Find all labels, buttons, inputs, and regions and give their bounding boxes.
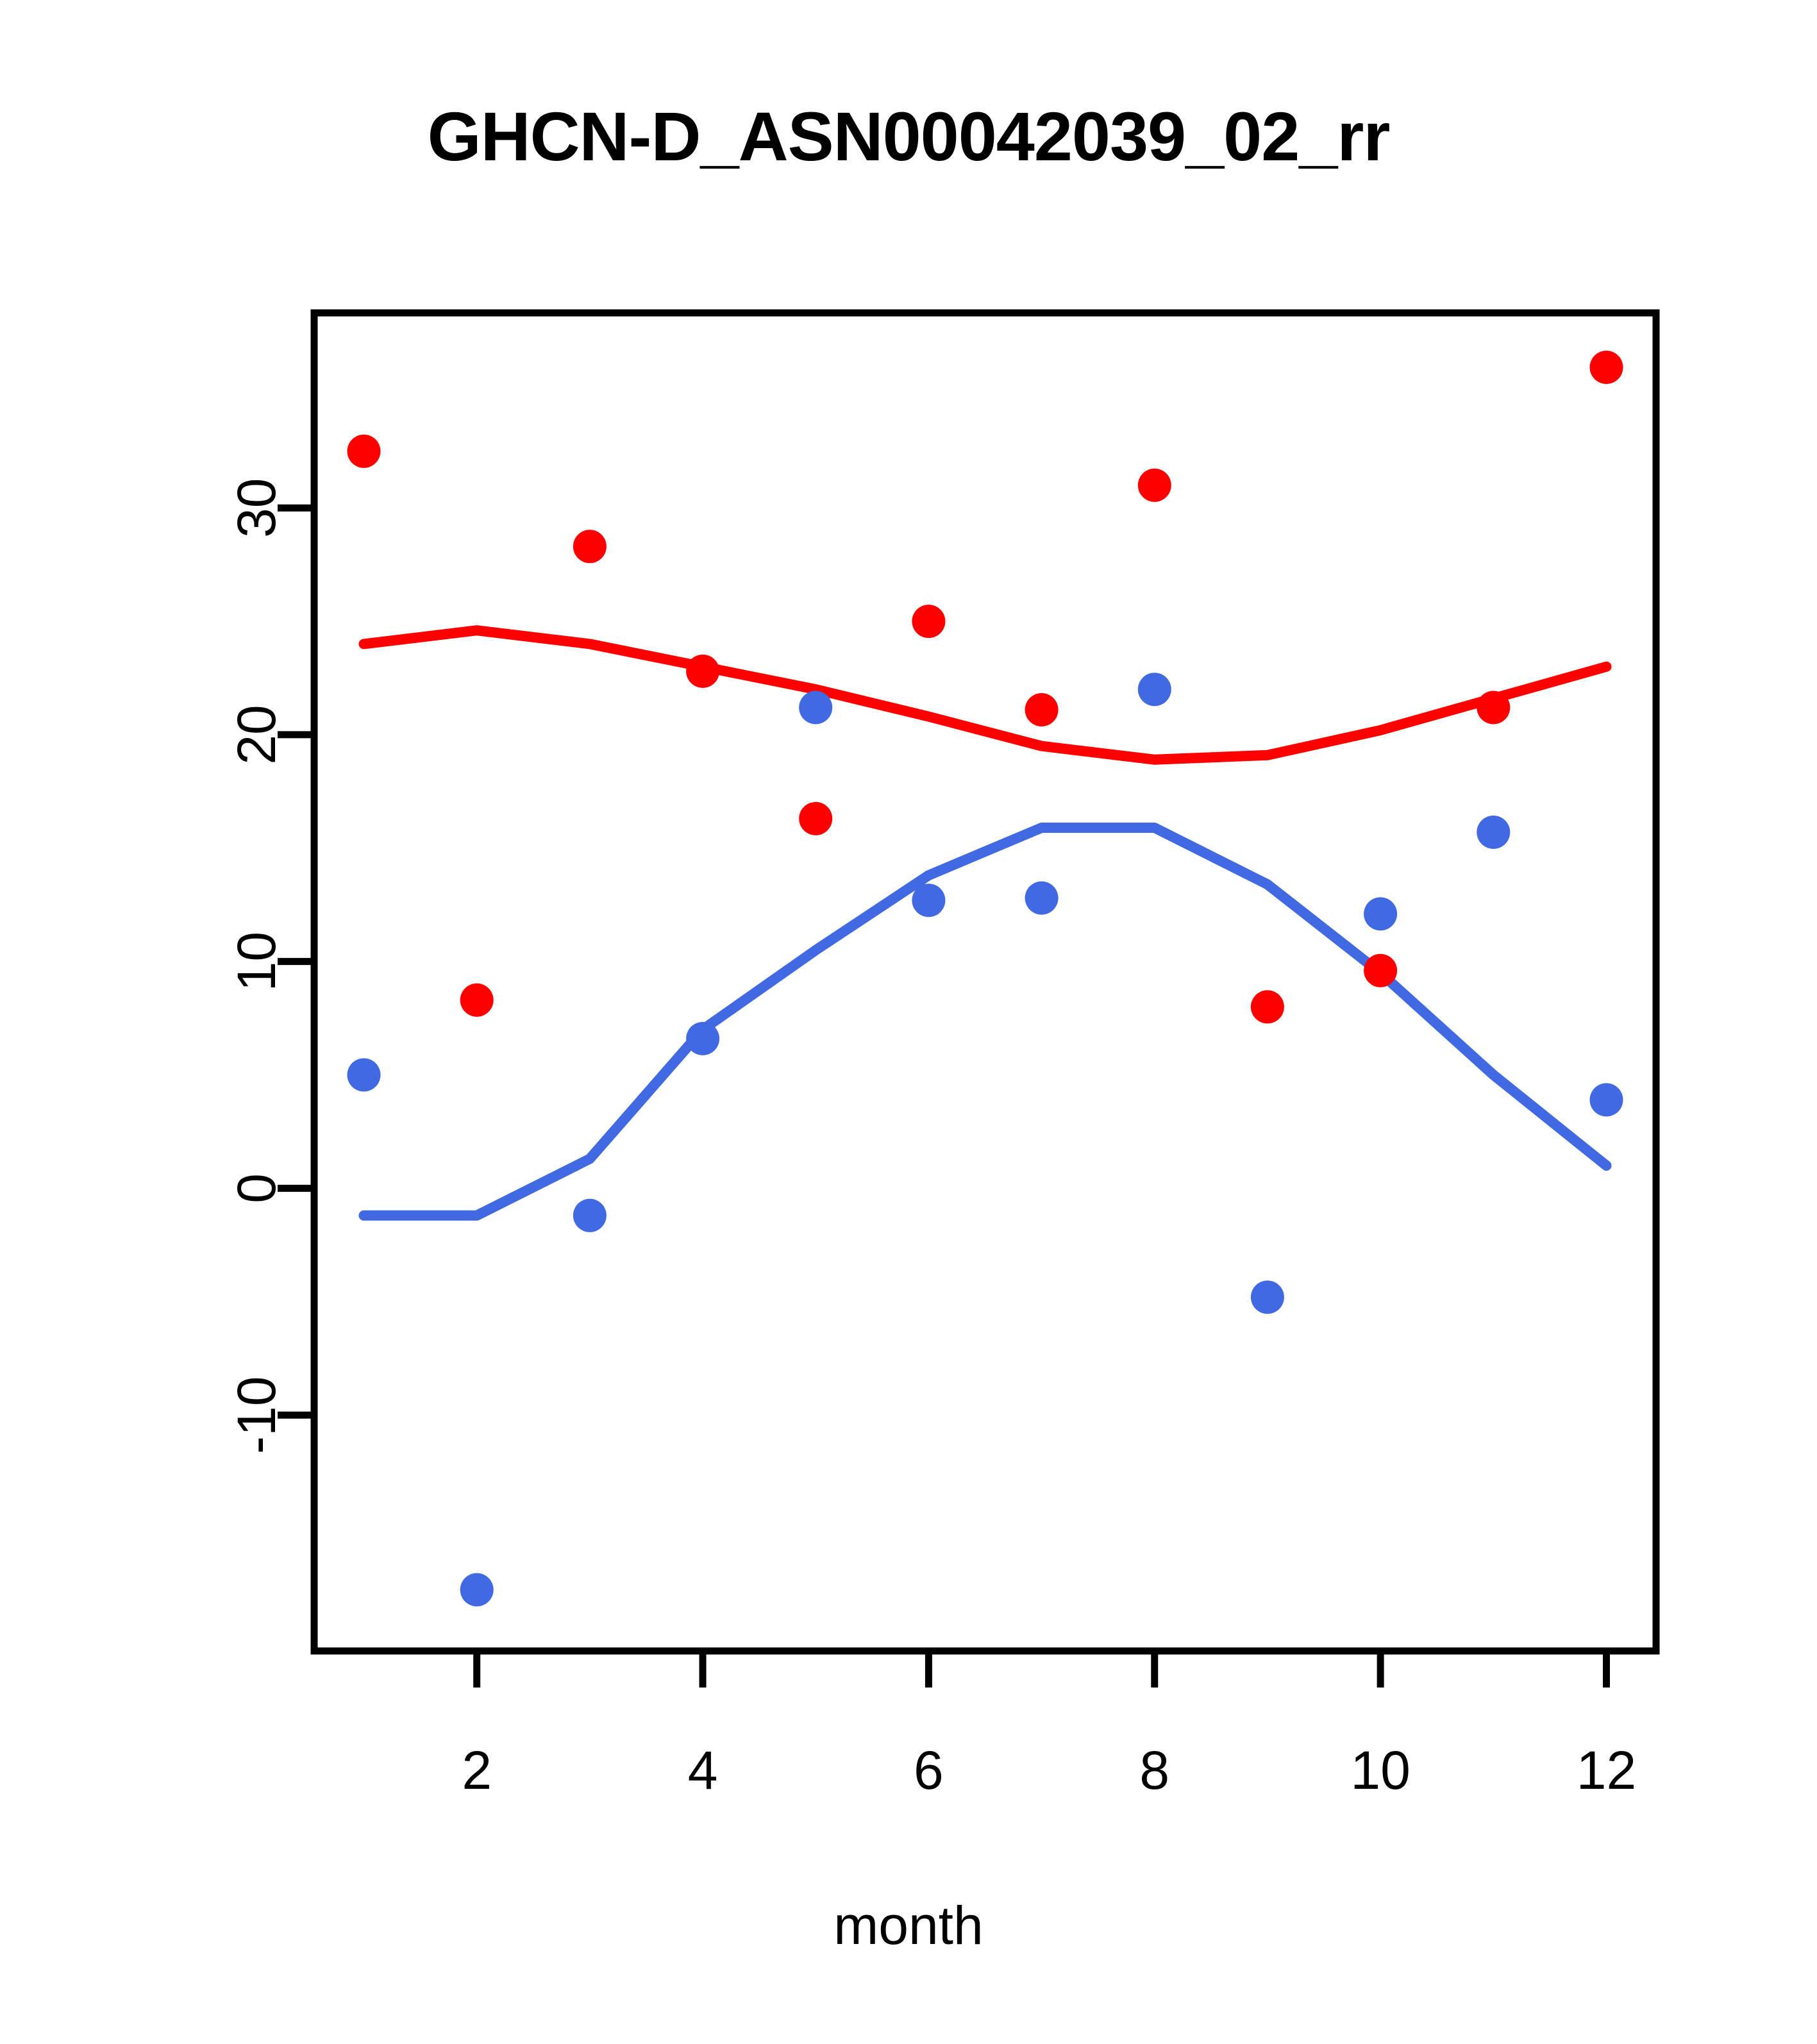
series-line-blue-smooth (358, 823, 1612, 1221)
data-point (1250, 990, 1284, 1024)
data-point (912, 884, 946, 917)
series-line-red-smooth (358, 625, 1612, 765)
x-tick-label: 8 (1139, 1740, 1169, 1800)
data-point (799, 801, 833, 835)
data-point (912, 605, 946, 639)
data-point (1589, 350, 1623, 384)
data-point (347, 434, 381, 468)
plot-frame (310, 309, 1660, 1655)
data-point (1477, 691, 1511, 725)
y-tick-label: 10 (226, 932, 287, 991)
data-point (573, 1198, 607, 1232)
data-point (1137, 468, 1171, 502)
data-point (460, 983, 494, 1017)
series-points-red-points (347, 350, 1623, 1024)
data-point (460, 1573, 494, 1607)
data-point (1137, 673, 1171, 707)
x-tick-label: 12 (1577, 1740, 1636, 1800)
x-tick-label: 10 (1350, 1740, 1410, 1800)
data-point (799, 691, 833, 725)
data-point (573, 530, 607, 564)
x-tick-label: 6 (914, 1740, 944, 1800)
y-tick-label: 0 (226, 1173, 287, 1203)
series-points-blue-points (347, 673, 1623, 1607)
y-tick-label: -10 (226, 1376, 287, 1453)
data-point (1589, 1083, 1623, 1117)
data-point (347, 1058, 381, 1092)
data-point (1025, 693, 1059, 726)
y-tick-label: 30 (226, 478, 287, 537)
data-point (1477, 816, 1511, 849)
data-point (1364, 897, 1398, 931)
x-tick-label: 2 (462, 1740, 492, 1800)
y-axis: -10 0 10 20 30 (226, 478, 318, 1454)
data-series-group (347, 350, 1623, 1607)
y-tick-label: 20 (226, 705, 287, 764)
data-point (1025, 881, 1059, 915)
data-point (686, 1021, 720, 1055)
x-axis-label: month (833, 1895, 984, 1956)
data-point (1364, 953, 1398, 987)
page-title: GHCN-D_ASN00042039_02_rr (427, 97, 1391, 175)
data-point (686, 654, 720, 688)
data-point (1250, 1280, 1284, 1314)
x-axis: 2 4 6 8 10 12 (462, 1647, 1636, 1800)
x-tick-label: 4 (688, 1740, 718, 1800)
